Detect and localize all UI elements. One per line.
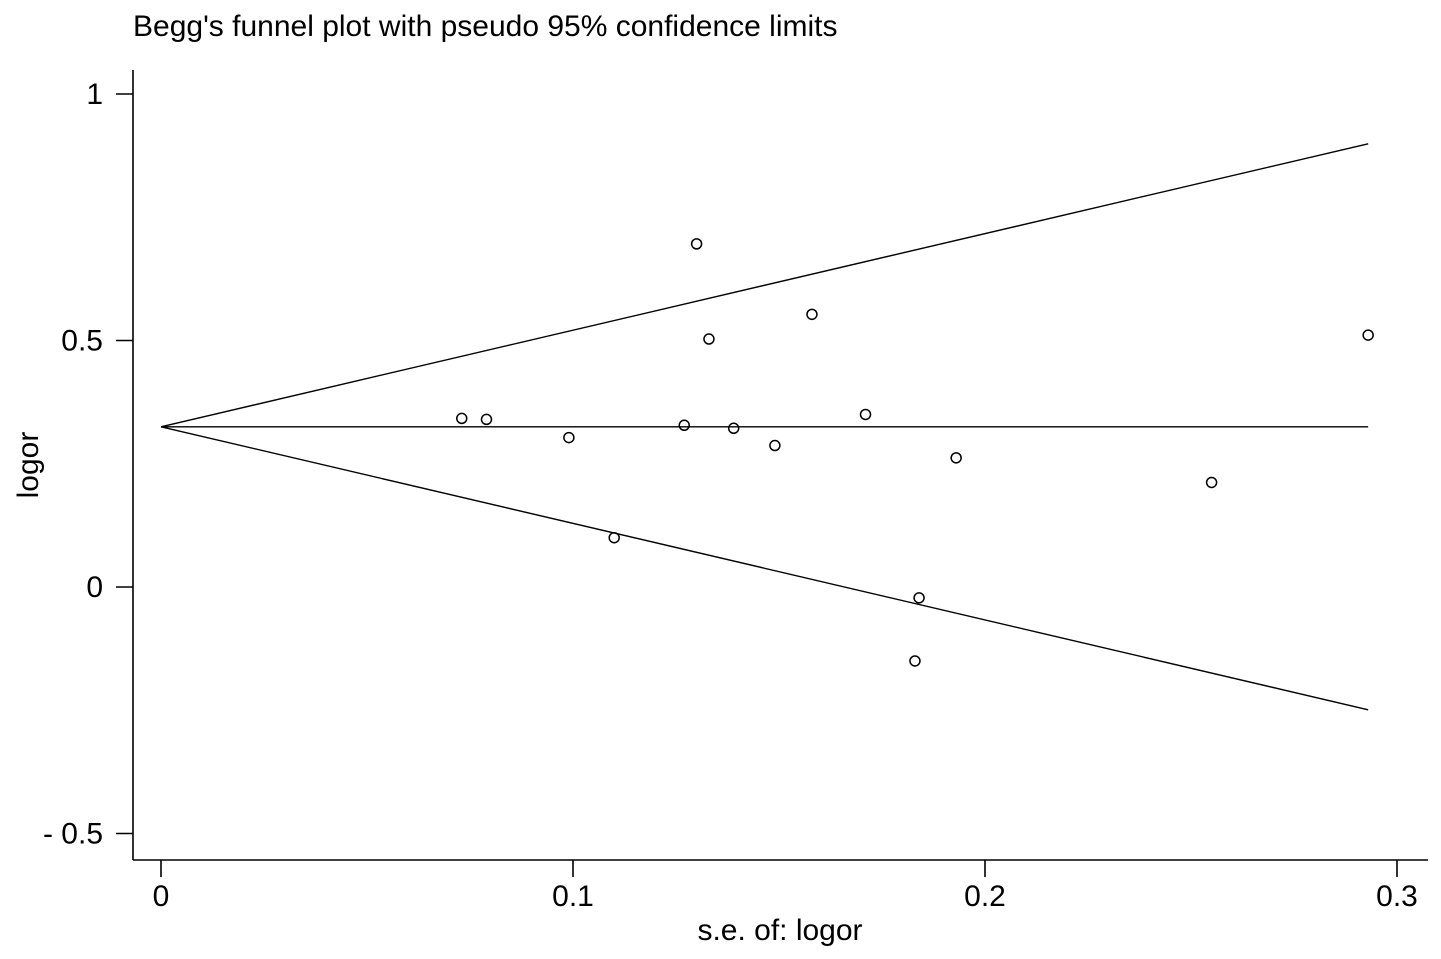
y-axis-label: logor [12,432,45,499]
study-point [769,439,781,452]
x-axis-label: s.e. of: logor [697,914,862,947]
study-point [950,452,962,464]
y-tick-label: 1 [86,78,103,111]
study-point [806,308,818,321]
study-point [1362,329,1374,341]
study-point [678,419,690,432]
x-tick-label: 0 [153,880,170,913]
study-point [703,333,715,345]
chart-title: Begg's funnel plot with pseudo 95% confi… [133,10,838,43]
study-point [456,412,468,425]
study-point [913,592,925,604]
axes: 1 0.5 0 - 0.5 0 0.1 0.2 0.3 [43,70,1428,913]
study-point [608,531,620,544]
y-tick-label: 0 [86,571,103,604]
study-point [727,422,740,435]
study-points [456,238,1374,667]
lower-confidence-limit [160,426,1369,711]
y-tick-label: - 0.5 [43,818,103,851]
x-tick-label: 0.1 [552,880,594,913]
study-point [1205,476,1218,489]
study-point [909,655,921,667]
x-tick-label: 0.3 [1376,880,1418,913]
study-point [563,431,575,444]
y-tick-label: 0.5 [61,325,103,358]
study-point [859,408,872,421]
study-point [480,413,493,426]
x-tick-label: 0.2 [964,880,1006,913]
funnel-lines [160,143,1369,711]
study-point [690,238,703,250]
upper-confidence-limit [160,143,1369,428]
